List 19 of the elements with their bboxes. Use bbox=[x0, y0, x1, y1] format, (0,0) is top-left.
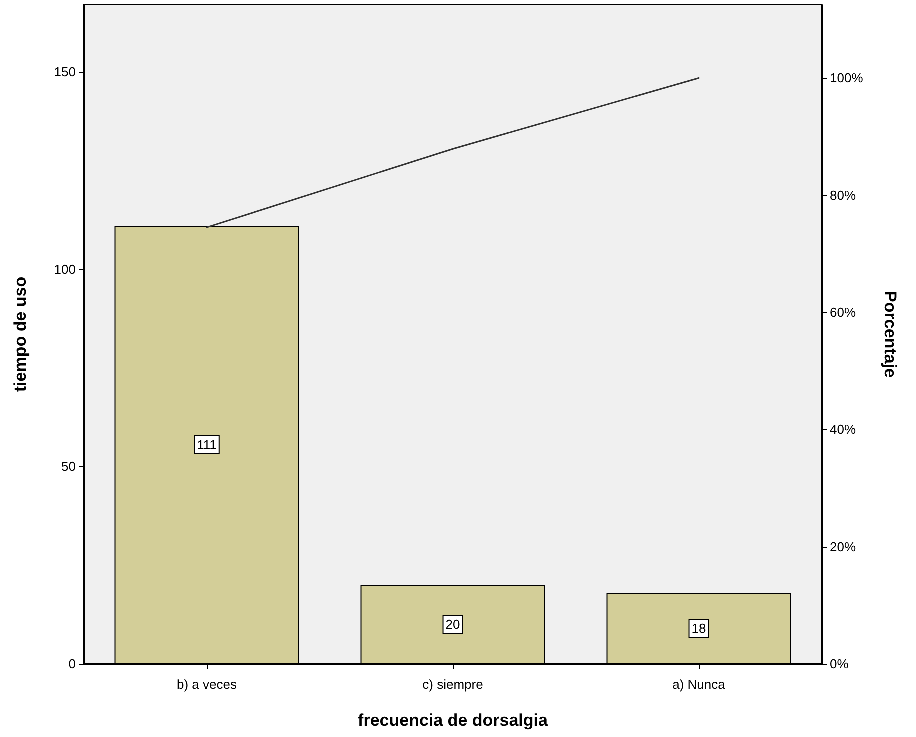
y2-tick-label: 0% bbox=[830, 656, 850, 672]
y2-axis-title: Porcentaje bbox=[881, 291, 900, 378]
y2-tick-label: 40% bbox=[830, 422, 856, 438]
x-tick-label: c) siempre bbox=[422, 677, 484, 692]
x-tick-label: b) a veces bbox=[177, 677, 238, 692]
data-label: 18 bbox=[692, 620, 706, 636]
y-axis-title: tiempo de uso bbox=[11, 276, 30, 392]
y-tick-label: 0 bbox=[68, 656, 76, 672]
y2-tick-label: 80% bbox=[830, 188, 856, 203]
y2-tick-label: 20% bbox=[830, 539, 856, 554]
x-axis-title: frecuencia de dorsalgia bbox=[358, 711, 548, 730]
y-tick-label: 50 bbox=[62, 459, 76, 474]
data-label: 20 bbox=[446, 617, 460, 632]
y-tick-label: 150 bbox=[54, 64, 76, 80]
x-tick-label: a) Nunca bbox=[672, 677, 726, 692]
y2-tick-label: 100% bbox=[830, 70, 864, 86]
y-tick-label: 100 bbox=[54, 262, 76, 277]
data-label: 111 bbox=[197, 437, 217, 452]
y2-tick-label: 60% bbox=[830, 305, 856, 320]
